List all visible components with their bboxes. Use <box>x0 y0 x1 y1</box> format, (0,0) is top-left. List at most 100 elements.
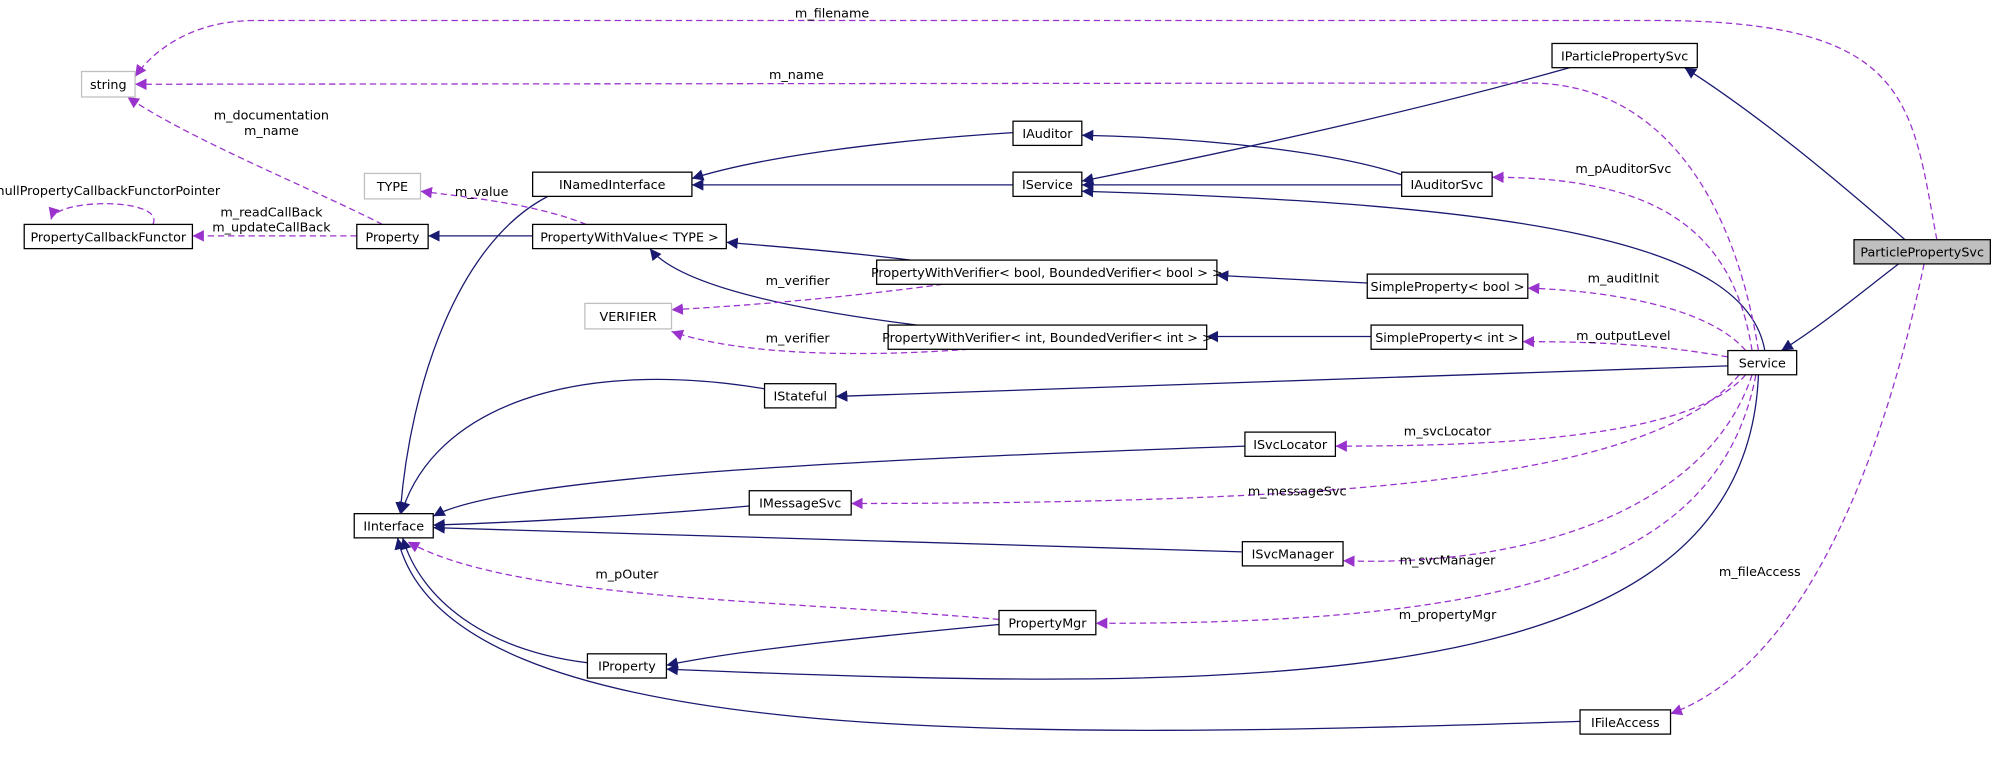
usage-edge <box>671 283 944 315</box>
inheritance-edge <box>1781 263 1899 352</box>
class-node <box>1401 171 1493 198</box>
usage-edge <box>1670 263 1925 716</box>
edge-label: m_verifier <box>766 274 831 289</box>
class-node <box>748 490 852 516</box>
class-node <box>763 383 837 409</box>
usage-edge <box>1095 374 1757 630</box>
inheritance-edge <box>432 445 1245 517</box>
edge-label: m_filename <box>795 7 869 22</box>
edge-label: m_auditInit <box>1588 272 1660 287</box>
class-label: PropertyWithVerifier< int, BoundedVerifi… <box>882 331 1212 346</box>
class-node <box>1579 709 1672 735</box>
class-label: IParticlePropertySvc <box>1561 49 1688 64</box>
class-node <box>363 172 422 200</box>
edge-label: m_svcLocator <box>1404 425 1492 440</box>
class-node <box>356 223 429 250</box>
class-node <box>1366 273 1529 299</box>
usage-edge <box>420 187 587 225</box>
edge-label: m_svcManager <box>1400 553 1497 568</box>
edge-label: m_name <box>244 124 299 139</box>
class-label: IInterface <box>363 520 424 535</box>
class-label: PropertyCallbackFunctor <box>30 230 186 245</box>
class-node <box>1244 431 1337 457</box>
usage-edge <box>851 374 1740 510</box>
class-label: IMessageSvc <box>759 497 841 512</box>
class-node <box>353 513 434 539</box>
usage-edge <box>407 541 1000 621</box>
class-label: Service <box>1739 356 1786 371</box>
class-node <box>23 223 194 250</box>
class-node <box>1853 239 1991 265</box>
inheritance-edge <box>395 195 549 514</box>
class-label: ISvcLocator <box>1253 438 1328 453</box>
class-label: IService <box>1022 178 1073 193</box>
inheritance-edge <box>400 537 588 664</box>
inheritance-edge <box>433 522 1243 553</box>
edge-label: m_pAuditorSvc <box>1575 162 1671 177</box>
usage-edge <box>671 329 969 355</box>
edge-label: m_name <box>769 68 824 83</box>
class-label: IAuditor <box>1022 127 1073 142</box>
inheritance-edge <box>666 623 1000 669</box>
class-node <box>80 70 136 98</box>
edge-label: m_messageSvc <box>1248 484 1347 499</box>
inheritance-edge <box>399 378 765 514</box>
inheritance-edge <box>666 374 1760 680</box>
inheritance-edge <box>1216 270 1368 284</box>
edge-label: m_propertyMgr <box>1399 608 1497 623</box>
class-label: IProperty <box>598 660 656 675</box>
class-node <box>1241 541 1344 567</box>
edges: m_filenamem_namem_documentationm_namenul… <box>0 7 1938 731</box>
inheritance-edge <box>1081 67 1571 185</box>
class-node <box>1012 120 1083 147</box>
inheritance-edge <box>726 237 912 261</box>
class-label: SimpleProperty< int > <box>1375 331 1518 346</box>
class-node <box>998 609 1097 636</box>
nodes: string PropertyCallbackFunctor TYPE Propert… <box>23 42 1991 735</box>
usage-edge <box>135 78 1760 351</box>
class-label: SimpleProperty< bool > <box>1371 280 1525 295</box>
inheritance-edge <box>691 132 1014 181</box>
class-label: string <box>90 78 127 93</box>
inheritance-edge <box>1081 185 1766 351</box>
class-label: ParticlePropertySvc <box>1860 246 1984 261</box>
class-label: IAuditorSvc <box>1410 178 1483 193</box>
class-node <box>887 324 1208 350</box>
class-node <box>876 259 1218 285</box>
usage-edge <box>1527 282 1747 351</box>
class-node <box>584 302 673 330</box>
inheritance-edge <box>649 248 918 326</box>
edge-label: m_fileAccess <box>1719 565 1801 580</box>
usage-edge <box>1492 171 1753 351</box>
class-label: PropertyWithValue< TYPE > <box>540 230 719 245</box>
class-node <box>531 223 727 250</box>
inheritance-edge <box>1081 129 1402 176</box>
inheritance-edge <box>433 505 750 531</box>
edge-label: m_documentation <box>214 109 329 124</box>
class-label: PropertyWithVerifier< bool, BoundedVerif… <box>871 266 1223 281</box>
inheritance-edge <box>394 537 1581 731</box>
class-node <box>1727 349 1798 376</box>
inheritance-edge <box>835 365 1728 402</box>
edge-label: m_pOuter <box>595 567 659 582</box>
class-label: Property <box>366 230 420 245</box>
inheritance-edge <box>1684 67 1906 241</box>
edge-label: m_readCallBack <box>220 205 323 220</box>
usage-edge <box>134 19 1938 240</box>
edge-label: m_updateCallBack <box>212 221 331 236</box>
usage-edge <box>1522 335 1728 358</box>
class-label: IFileAccess <box>1591 716 1660 731</box>
usage-edge <box>48 203 155 225</box>
usage-edge <box>1343 374 1753 567</box>
class-label: TYPE <box>376 180 408 195</box>
class-label: ISvcManager <box>1252 548 1335 563</box>
class-label: IStateful <box>773 390 827 405</box>
edge-label: m_verifier <box>766 332 831 347</box>
class-label: PropertyMgr <box>1008 616 1087 631</box>
class-node <box>531 171 693 198</box>
edge-label: m_outputLevel <box>1576 329 1670 344</box>
class-node <box>586 653 668 679</box>
usage-edge <box>1335 374 1747 452</box>
edge-label: m_value <box>455 185 509 200</box>
